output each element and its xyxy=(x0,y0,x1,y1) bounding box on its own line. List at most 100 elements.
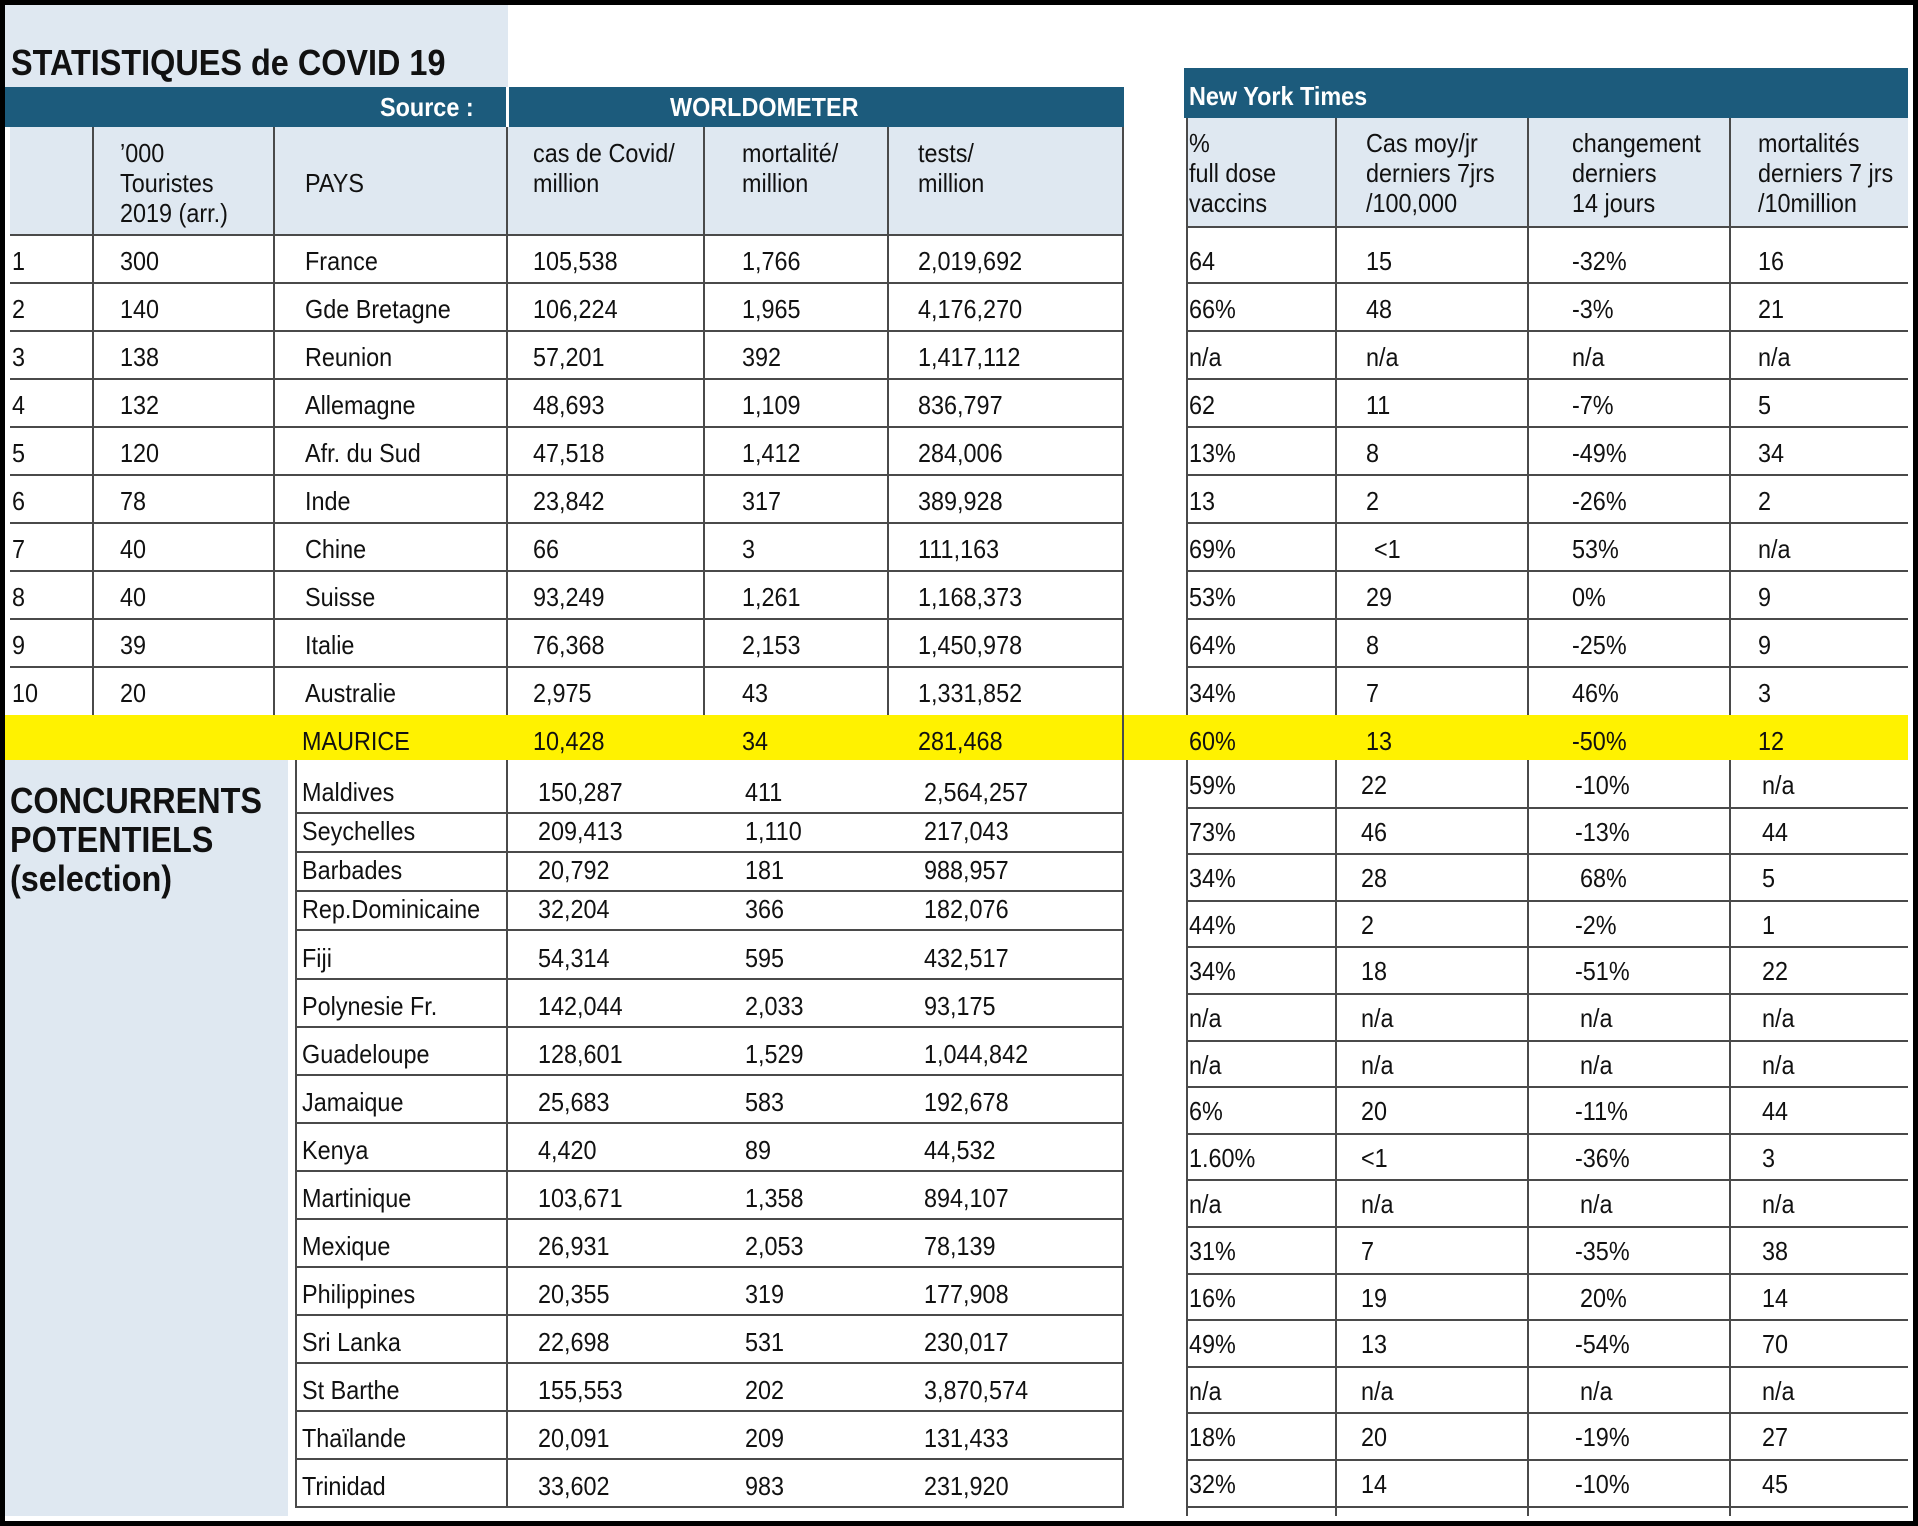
row-divider xyxy=(10,378,1124,380)
header-line: derniers xyxy=(1572,158,1657,188)
competitor-cell: 411 xyxy=(745,777,783,807)
header-line: /10million xyxy=(1758,188,1857,218)
header-line: full dose xyxy=(1189,158,1277,188)
table-cell: 10 xyxy=(12,678,39,708)
maurice-cell: 34 xyxy=(742,726,769,756)
maurice-cell: 60% xyxy=(1189,726,1236,756)
table-cell: 300 xyxy=(120,246,160,276)
row-divider xyxy=(1186,1133,1908,1135)
competitor-cell: 6% xyxy=(1189,1096,1223,1126)
competitors-title-line: CONCURRENTS xyxy=(10,780,263,821)
row-divider xyxy=(295,1218,1124,1220)
column-divider xyxy=(506,760,508,1506)
competitor-cell: -13% xyxy=(1575,817,1630,847)
competitor-cell: 20,792 xyxy=(538,855,610,885)
table-cell: Chine xyxy=(305,534,367,564)
row-divider xyxy=(295,978,1124,980)
row-divider xyxy=(295,1314,1124,1316)
row-divider xyxy=(1186,570,1908,572)
row-divider xyxy=(295,1170,1124,1172)
competitor-cell: n/a xyxy=(1580,1050,1613,1080)
competitor-cell: -54% xyxy=(1575,1329,1630,1359)
competitor-cell: 1,044,842 xyxy=(924,1039,1029,1069)
competitor-cell: 20 xyxy=(1361,1096,1388,1126)
table-cell: 8 xyxy=(12,582,26,612)
row-divider xyxy=(1186,330,1908,332)
column-header: mortalité/million xyxy=(742,138,838,198)
table-cell: 57,201 xyxy=(533,342,605,372)
header-line: tests/ xyxy=(918,138,974,168)
header-line: million xyxy=(533,168,600,198)
header-line: % xyxy=(1189,128,1210,158)
header-line: Touristes xyxy=(120,168,214,198)
column-divider xyxy=(1122,127,1124,760)
table-cell: Suisse xyxy=(305,582,376,612)
row-divider xyxy=(295,1362,1124,1364)
row-divider xyxy=(295,812,1124,814)
competitor-cell: n/a xyxy=(1361,1189,1394,1219)
competitor-cell: 181 xyxy=(745,855,785,885)
table-cell: -49% xyxy=(1572,438,1627,468)
competitor-cell: 59% xyxy=(1189,770,1236,800)
table-cell: 34 xyxy=(1758,438,1785,468)
competitor-cell: 4,420 xyxy=(538,1135,597,1165)
table-cell: 0% xyxy=(1572,582,1606,612)
table-cell: 1,766 xyxy=(742,246,801,276)
table-cell: 29 xyxy=(1366,582,1393,612)
table-cell: Reunion xyxy=(305,342,393,372)
row-divider xyxy=(295,1122,1124,1124)
row-divider xyxy=(1186,1506,1908,1508)
header-line: 2019 (arr.) xyxy=(120,198,228,228)
header-line: PAYS xyxy=(305,168,364,198)
maurice-highlight xyxy=(5,715,1908,760)
table-cell: 7 xyxy=(12,534,26,564)
table-cell: 66% xyxy=(1189,294,1236,324)
competitor-cell: 128,601 xyxy=(538,1039,623,1069)
table-cell: 9 xyxy=(1758,630,1772,660)
row-divider xyxy=(1186,1273,1908,1275)
table-cell: 120 xyxy=(120,438,160,468)
competitor-cell: n/a xyxy=(1361,1376,1394,1406)
competitor-cell: 22 xyxy=(1762,956,1789,986)
table-cell: 106,224 xyxy=(533,294,618,324)
competitor-cell: 230,017 xyxy=(924,1327,1009,1357)
table-cell: 1,412 xyxy=(742,438,801,468)
competitor-cell: 44,532 xyxy=(924,1135,996,1165)
competitor-cell: n/a xyxy=(1580,1189,1613,1219)
table-cell: 40 xyxy=(120,534,147,564)
table-cell: 47,518 xyxy=(533,438,605,468)
row-divider xyxy=(295,1074,1124,1076)
column-divider xyxy=(506,127,508,715)
table-cell: 11 xyxy=(1366,390,1391,420)
competitor-cell: -10% xyxy=(1575,1469,1630,1499)
competitor-cell: 18 xyxy=(1361,956,1388,986)
competitor-cell: n/a xyxy=(1580,1003,1613,1033)
competitor-cell: 16% xyxy=(1189,1283,1236,1313)
competitor-cell: 34% xyxy=(1189,956,1236,986)
table-cell: 34% xyxy=(1189,678,1236,708)
column-header: PAYS xyxy=(305,168,364,198)
competitor-cell: n/a xyxy=(1762,1376,1795,1406)
competitor-cell: 31% xyxy=(1189,1236,1236,1266)
table-cell: 9 xyxy=(12,630,26,660)
column-divider xyxy=(1729,760,1731,1516)
column-header: tests/million xyxy=(918,138,984,198)
competitor-cell: 432,517 xyxy=(924,943,1009,973)
competitor-cell: 44 xyxy=(1762,1096,1789,1126)
left-header-panel xyxy=(10,127,1124,235)
competitor-cell: 73% xyxy=(1189,817,1236,847)
row-divider xyxy=(1186,522,1908,524)
competitor-cell: 27 xyxy=(1762,1422,1789,1452)
competitor-cell: 2,033 xyxy=(745,991,804,1021)
header-line: derniers 7 jrs xyxy=(1758,158,1894,188)
competitor-cell: 142,044 xyxy=(538,991,623,1021)
header-line: ’000 xyxy=(120,138,165,168)
table-cell: 8 xyxy=(1366,630,1380,660)
header-line: cas de Covid/ xyxy=(533,138,675,168)
source-bar-divider xyxy=(506,87,509,127)
competitor-cell: 131,433 xyxy=(924,1423,1009,1453)
competitor-cell: -35% xyxy=(1575,1236,1630,1266)
competitor-cell: 209,413 xyxy=(538,816,623,846)
competitor-cell: n/a xyxy=(1361,1003,1394,1033)
table-cell: 7 xyxy=(1366,678,1380,708)
